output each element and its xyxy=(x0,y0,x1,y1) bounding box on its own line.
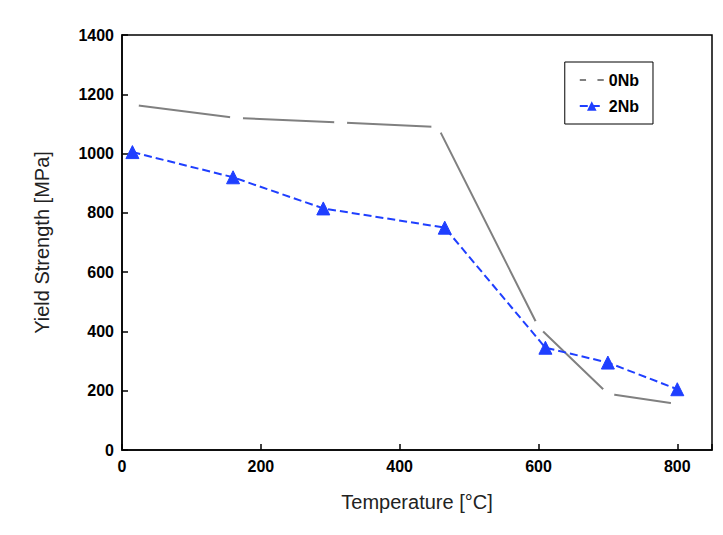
svg-text:200: 200 xyxy=(247,458,274,475)
svg-text:800: 800 xyxy=(87,204,114,221)
svg-text:400: 400 xyxy=(87,323,114,340)
svg-text:0Nb: 0Nb xyxy=(609,72,639,89)
svg-text:2Nb: 2Nb xyxy=(609,98,639,115)
svg-text:0: 0 xyxy=(105,442,114,459)
svg-text:200: 200 xyxy=(87,382,114,399)
svg-text:Yield Strength [MPa]: Yield Strength [MPa] xyxy=(31,151,53,334)
svg-text:600: 600 xyxy=(525,458,552,475)
svg-text:1400: 1400 xyxy=(78,27,114,44)
svg-text:1000: 1000 xyxy=(78,145,114,162)
svg-text:800: 800 xyxy=(664,458,691,475)
svg-text:0: 0 xyxy=(118,458,127,475)
svg-text:600: 600 xyxy=(87,264,114,281)
svg-text:400: 400 xyxy=(386,458,413,475)
svg-text:1200: 1200 xyxy=(78,86,114,103)
svg-text:Temperature [°C]: Temperature [°C] xyxy=(341,491,492,513)
